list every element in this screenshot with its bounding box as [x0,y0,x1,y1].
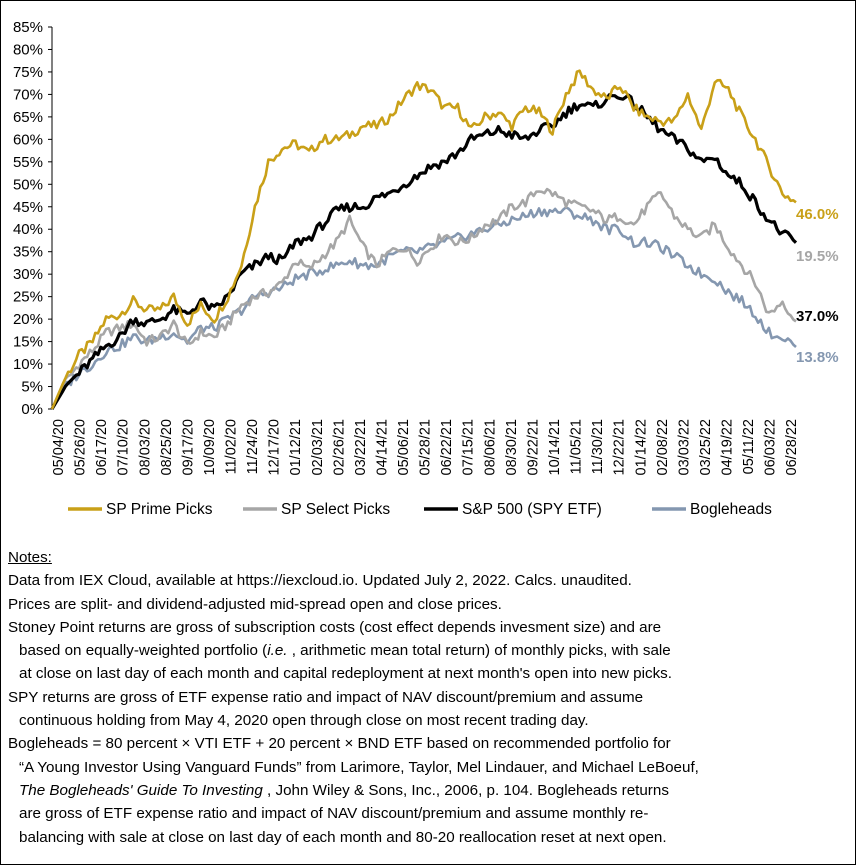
x-tick-label: 02/26/21 [331,419,347,475]
x-tick-label: 05/04/20 [51,419,67,475]
y-tick-label: 15% [13,334,43,351]
y-tick-label: 40% [13,221,43,238]
x-tick-label: 11/05/21 [569,419,585,474]
legend-label: SP Select Picks [281,501,390,518]
line-chart: 0% 5% 10% 15% 20% 25% 30% 35% 40% 45% 50% 55% 60% 65%… [13,19,839,518]
x-tick-label: 06/22/21 [439,419,455,475]
y-tick-label: 65% [13,109,43,126]
y-tick-label: 0% [21,401,43,418]
notes-line-1: Data from IEX Cloud, available at https:… [8,572,632,590]
y-tick-label: 60% [13,131,43,148]
end-label: 13.8% [796,349,839,366]
x-tick-label: 05/11/22 [741,419,757,474]
x-tick-label: 01/12/21 [288,419,304,475]
end-label: 46.0% [796,206,839,223]
series-line-sp-select-picks [50,187,797,410]
x-tick-label: 04/19/22 [720,419,736,475]
legend-label: S&P 500 (SPY ETF) [462,501,602,518]
notes-line-4-ie: i.e. [267,642,288,660]
x-tick-label: 08/06/21 [482,419,498,475]
y-tick-label: 75% [13,64,43,81]
x-tick-label: 12/22/21 [612,419,628,475]
notes-line-4: based on equally-weighted portfolio (i.e… [8,639,848,662]
x-tick-label: 07/10/20 [116,419,132,475]
y-axis: 0% 5% 10% 15% 20% 25% 30% 35% 40% 45% 50% 55% 60% 65%… [13,19,53,418]
y-tick-label: 35% [13,244,43,261]
x-tick-label: 10/09/20 [202,419,218,475]
notes-line-4-pre: based on equally-weighted portfolio ( [19,642,268,660]
notes-line-7: continuous holding from May 4, 2020 open… [19,712,589,730]
y-tick-label: 45% [13,199,43,216]
x-tick-label: 01/14/22 [633,419,649,475]
x-tick-label: 08/25/20 [159,419,175,475]
notes-line-12: balancing with sale at close on last day… [19,828,667,846]
series-line-bogleheads [50,206,797,410]
notes-line-4-post: , arithmetic mean total return) of month… [287,642,671,660]
notes-line-3: Stoney Point returns are gross of subscr… [8,618,662,636]
y-tick-label: 10% [13,356,43,373]
x-tick-label: 03/22/21 [353,419,369,475]
x-tick-label: 08/03/20 [137,419,153,475]
x-tick-label: 03/03/22 [676,419,692,475]
notes-line-9: “A Young Investor Using Vanguard Funds” … [19,758,699,776]
x-axis: 05/04/20 05/26/20 06/17/20 07/10/20 08/03/20… [51,408,800,475]
notes-heading: Notes: [8,549,52,566]
y-tick-label: 55% [13,154,43,171]
x-tick-label: 11/24/20 [245,419,261,474]
y-tick-label: 30% [13,266,43,283]
end-label: 37.0% [796,308,839,325]
notes-line-6: SPY returns are gross of ETF expense rat… [8,688,644,706]
y-tick-label: 50% [13,176,43,193]
end-label: 19.5% [796,248,839,265]
series-lines [50,69,798,410]
notes-line-10-post: , John Wiley & Sons, Inc., 2006, p. 104.… [262,781,669,799]
x-tick-label: 02/08/22 [655,419,671,475]
x-tick-label: 06/17/20 [94,419,110,475]
x-tick-label: 08/30/21 [504,419,520,475]
y-tick-label: 25% [13,289,43,306]
series-line-sp-prime-picks [50,69,797,410]
x-tick-label: 06/28/22 [784,419,800,475]
y-tick-label: 80% [13,41,43,58]
x-tick-label: 12/17/20 [267,419,283,475]
x-tick-label: 09/22/21 [525,419,541,475]
y-tick-label: 20% [13,311,43,328]
y-tick-label: 85% [13,19,43,36]
notes-line-2: Prices are split- and dividend-adjusted … [8,595,502,613]
x-tick-label: 06/03/22 [763,419,779,475]
legend-label: Bogleheads [690,501,772,518]
notes-line-11: are gross of ETF expense ratio and impac… [19,805,649,823]
notes-section: Notes: Data from IEX Cloud, available at… [8,546,848,849]
x-tick-label: 05/28/21 [418,419,434,475]
notes-line-8: Bogleheads = 80 percent × VTI ETF + 20 p… [8,735,671,753]
end-labels: 46.0% 19.5% 37.0% 13.8% [796,206,839,366]
x-tick-label: 05/26/20 [73,419,89,475]
x-tick-label: 10/14/21 [547,419,563,475]
book-title: The Bogleheads' Guide To Investing [19,781,263,799]
legend-label: SP Prime Picks [106,501,213,518]
y-tick-label: 70% [13,86,43,103]
y-tick-label: 5% [21,379,43,396]
x-tick-label: 07/15/21 [461,419,477,475]
legend: SP Prime Picks SP Select Picks S&P 500 (SP… [68,501,772,518]
x-tick-label: 11/02/20 [224,419,240,474]
notes-line-5: at close on last day of each month and c… [19,665,672,683]
x-tick-label: 04/14/21 [374,419,390,475]
x-tick-label: 09/17/20 [180,419,196,475]
series-line-s-p-500-spy-etf [50,93,798,410]
notes-line-10: The Bogleheads' Guide To Investing , Joh… [8,779,848,802]
x-tick-label: 05/06/21 [396,419,412,475]
x-tick-label: 11/30/21 [590,419,606,474]
x-tick-label: 03/25/22 [698,419,714,475]
x-tick-label: 02/03/21 [310,419,326,475]
